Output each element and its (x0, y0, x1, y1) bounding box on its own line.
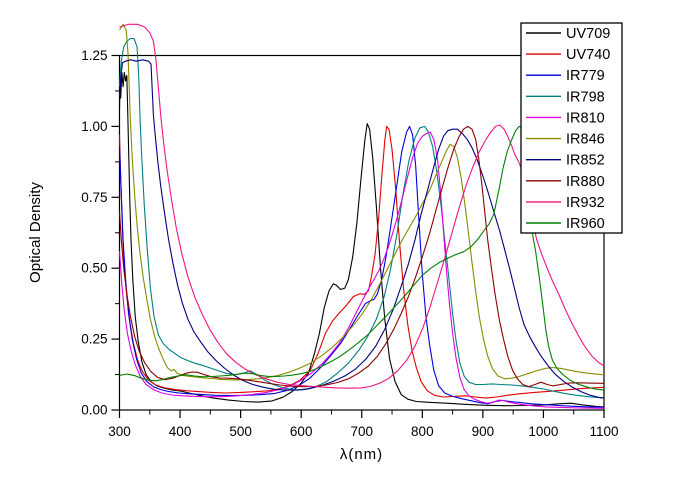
legend-box (520, 22, 623, 234)
legend-label-uv740: UV740 (566, 47, 610, 63)
x-tick-label: 500 (229, 424, 252, 439)
legend-label-ir852: IR852 (566, 153, 605, 169)
y-tick-label: 0.75 (81, 190, 107, 205)
legend-label-ir798: IR798 (566, 89, 605, 105)
x-axis-title: λ(nm) (340, 446, 383, 463)
curve-ir852 (118, 59, 605, 399)
curve-ir810 (118, 131, 605, 409)
curve-ir846 (119, 23, 605, 381)
y-tick-label: 0.50 (81, 261, 107, 276)
y-axis-title: Optical Density (27, 182, 44, 283)
curve-uv709 (118, 71, 605, 408)
x-tick-label: 900 (472, 424, 495, 439)
legend: UV709 UV740 IR779 IR798 IR810 IR846 IR852 IR880… (520, 22, 623, 234)
curve-ir798 (118, 37, 605, 399)
legend-label-ir810: IR810 (566, 110, 605, 126)
y-tick-label: 1.25 (81, 48, 107, 63)
curve-ir960 (119, 125, 605, 391)
y-tick-label: 0.00 (81, 403, 107, 418)
x-tick-label: 1100 (589, 424, 618, 439)
legend-label-ir779: IR779 (566, 68, 605, 84)
legend-label-ir932: IR932 (566, 195, 605, 211)
legend-label-ir880: IR880 (566, 174, 605, 190)
x-tick-label: 600 (290, 424, 313, 439)
x-tick-label: 700 (350, 424, 373, 439)
axis-ticks: 300 400 500 600 700 800 900 1000 1100 0.00 0.25 0.5… (81, 48, 618, 439)
legend-label-ir960: IR960 (566, 216, 605, 232)
legend-label-ir846: IR846 (566, 132, 605, 148)
x-tick-label: 800 (411, 424, 434, 439)
y-tick-label: 0.25 (81, 332, 107, 347)
legend-label-uv709: UV709 (566, 26, 610, 42)
x-tick-label: 400 (169, 424, 192, 439)
x-tick-label: 300 (108, 424, 131, 439)
y-tick-label: 1.00 (81, 119, 107, 134)
x-tick-label: 1000 (528, 424, 558, 439)
